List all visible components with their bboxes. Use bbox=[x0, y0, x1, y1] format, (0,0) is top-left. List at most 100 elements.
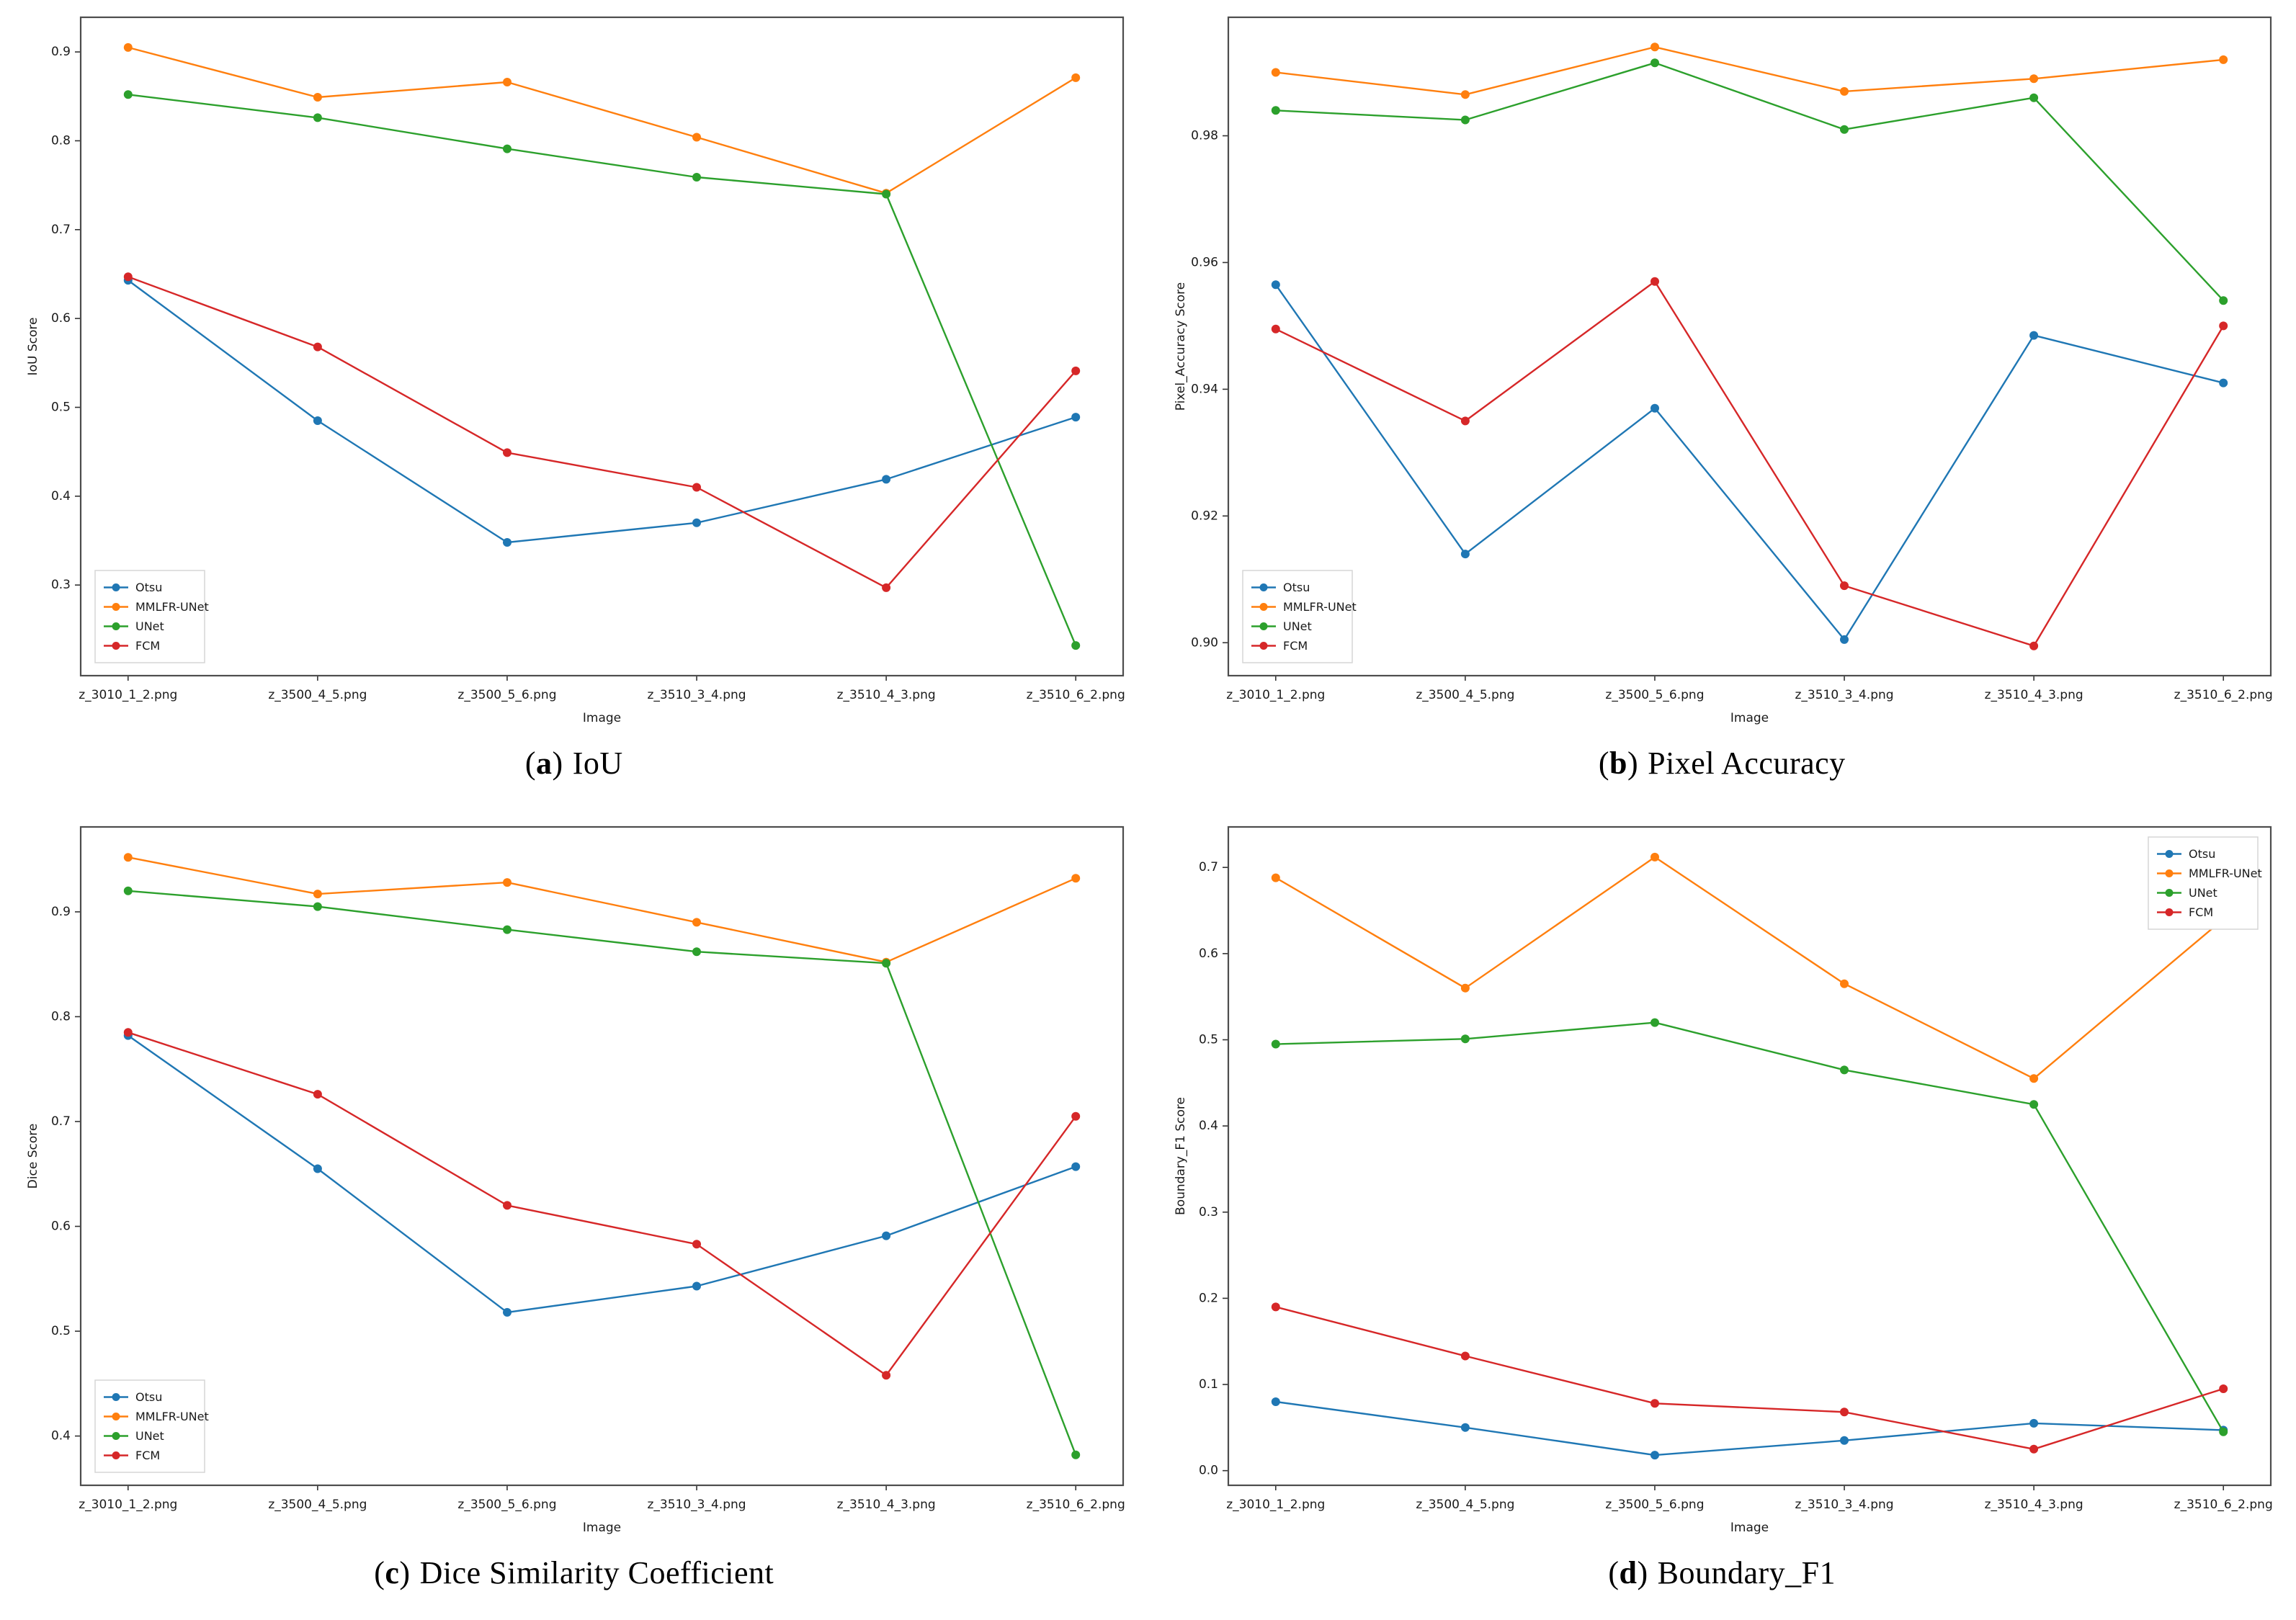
y-tick-label: 0.3 bbox=[51, 578, 71, 592]
x-axis-title: Image bbox=[583, 1521, 621, 1535]
data-point-mmlfr-unet bbox=[2219, 55, 2228, 64]
chart-canvas-iou: 0.3 0.4 0.5 0.6 0.7 0.8 0.9 z_3010_1_2.png z_350… bbox=[12, 6, 1136, 733]
legend-marker-unet bbox=[112, 1432, 120, 1440]
y-axis-title: Pixel_Accuracy Score bbox=[1174, 282, 1188, 411]
chart-svg: 0.0 0.1 0.2 0.3 0.4 0.5 0.6 0.7 z_3010_1_2.png z_… bbox=[1160, 815, 2284, 1543]
data-point-unet bbox=[2029, 1100, 2039, 1109]
legend: Otsu MMLFR-UNet UNet FCM bbox=[94, 1379, 209, 1473]
x-tick-label: z_3010_1_2.png bbox=[1226, 688, 1325, 702]
plot-frame bbox=[79, 16, 1124, 677]
data-point-mmlfr-unet bbox=[1272, 68, 1281, 77]
legend-label-unet: UNet bbox=[2189, 886, 2217, 900]
data-point-unet bbox=[2219, 296, 2228, 305]
legend-label-mmlfr-unet: MMLFR-UNet bbox=[135, 1410, 209, 1423]
x-tick-label: z_3010_1_2.png bbox=[79, 688, 177, 702]
data-point-fcm bbox=[502, 1201, 512, 1210]
legend-marker-unet bbox=[1259, 622, 1268, 630]
y-tick-label: 0.98 bbox=[1191, 129, 1218, 143]
legend-label-unet: UNet bbox=[135, 1429, 164, 1443]
caption-close-paren: ) bbox=[552, 746, 563, 781]
legend-marker-unet bbox=[2165, 889, 2174, 897]
data-point-mmlfr-unet bbox=[1840, 86, 1849, 96]
y-tick-label: 0.9 bbox=[51, 45, 71, 59]
legend-label-otsu: Otsu bbox=[135, 581, 162, 594]
caption-letter: d bbox=[1619, 1555, 1638, 1590]
x-tick-label: z_3510_6_2.png bbox=[2174, 688, 2273, 702]
data-point-otsu bbox=[313, 416, 322, 425]
data-point-unet bbox=[502, 925, 512, 934]
data-point-fcm bbox=[1272, 324, 1281, 334]
y-axis-title: IoU Score bbox=[26, 318, 40, 376]
x-tick-label: z_3510_6_2.png bbox=[2174, 1498, 2273, 1512]
legend-label-fcm: FCM bbox=[135, 1449, 160, 1462]
x-tick-label: z_3500_5_6.png bbox=[1606, 688, 1705, 702]
data-point-mmlfr-unet bbox=[1461, 90, 1470, 99]
y-tick-label: 0.8 bbox=[51, 133, 71, 148]
data-point-unet bbox=[313, 902, 322, 911]
legend-marker-mmlfr-unet bbox=[112, 603, 120, 611]
data-point-otsu bbox=[1071, 1162, 1080, 1171]
series-line-otsu bbox=[1275, 1400, 2224, 1456]
data-point-mmlfr-unet bbox=[1650, 42, 1660, 52]
series-line-fcm bbox=[1275, 1306, 2224, 1450]
data-point-fcm bbox=[2029, 641, 2039, 650]
y-tick-label: 0.6 bbox=[51, 311, 71, 326]
x-tick-label: z_3500_5_6.png bbox=[457, 1498, 556, 1512]
legend-label-mmlfr-unet: MMLFR-UNet bbox=[1283, 600, 1357, 614]
y-tick-label: 0.3 bbox=[1199, 1205, 1218, 1220]
data-point-otsu bbox=[1272, 1397, 1281, 1406]
x-tick-label: z_3510_4_3.png bbox=[836, 1498, 935, 1512]
y-tick-label: 0.8 bbox=[51, 1009, 71, 1024]
series-line-mmlfr-unet bbox=[128, 856, 1076, 963]
series-line-mmlfr-unet bbox=[1275, 856, 2225, 1080]
data-point-otsu bbox=[502, 538, 512, 547]
legend-label-fcm: FCM bbox=[2189, 905, 2213, 919]
series-line-unet bbox=[1276, 1021, 2225, 1433]
series-line-mmlfr-unet bbox=[128, 46, 1076, 194]
x-tick-label: z_3510_3_4.png bbox=[647, 688, 746, 702]
data-point-fcm bbox=[2029, 1444, 2039, 1454]
data-point-fcm bbox=[1461, 416, 1470, 426]
series-line-otsu bbox=[127, 279, 1076, 544]
caption-letter: c bbox=[385, 1555, 400, 1590]
caption-close-paren: ) bbox=[1637, 1555, 1648, 1590]
caption-title: IoU bbox=[572, 746, 623, 781]
x-axis-title: Image bbox=[1730, 711, 1769, 725]
data-point-unet bbox=[1071, 1450, 1080, 1459]
data-point-fcm bbox=[1071, 1111, 1080, 1121]
plot-frame bbox=[1228, 825, 2272, 1487]
chart-panel-b: 0.90 0.92 0.94 0.96 0.98 z_3010_1_2.png z_3500… bbox=[1148, 0, 2296, 810]
data-point-otsu bbox=[1461, 1423, 1470, 1432]
legend-label-unet: UNet bbox=[1283, 619, 1312, 633]
legend-marker-fcm bbox=[112, 642, 120, 650]
data-point-mmlfr-unet bbox=[2029, 1074, 2039, 1083]
series-line-fcm bbox=[128, 1031, 1076, 1377]
legend-marker-fcm bbox=[2165, 908, 2174, 916]
series-line-otsu bbox=[1275, 284, 2224, 641]
data-point-otsu bbox=[881, 475, 890, 484]
data-point-fcm bbox=[2219, 321, 2228, 331]
plot-frame bbox=[79, 825, 1124, 1487]
x-tick-label: z_3510_4_3.png bbox=[1985, 1498, 2083, 1512]
data-point-fcm bbox=[313, 1090, 322, 1099]
y-tick-label: 0.90 bbox=[1191, 635, 1218, 650]
data-point-unet bbox=[1071, 641, 1080, 650]
data-point-mmlfr-unet bbox=[1071, 874, 1080, 883]
data-point-fcm bbox=[123, 272, 133, 282]
x-tick-label: z_3500_5_6.png bbox=[457, 688, 556, 702]
y-tick-label: 0.7 bbox=[51, 223, 71, 237]
legend-label-mmlfr-unet: MMLFR-UNet bbox=[2189, 867, 2262, 880]
data-point-fcm bbox=[881, 1371, 890, 1380]
caption-letter: a bbox=[536, 746, 553, 781]
x-tick-label: z_3510_3_4.png bbox=[1795, 688, 1894, 702]
data-point-otsu bbox=[1840, 1436, 1849, 1445]
data-point-mmlfr-unet bbox=[123, 42, 133, 52]
data-point-unet bbox=[313, 113, 322, 122]
legend: Otsu MMLFR-UNet UNet FCM bbox=[2148, 836, 2262, 930]
chart-panel-c: 0.4 0.5 0.6 0.7 0.8 0.9 z_3010_1_2.png z_3500_4… bbox=[0, 810, 1148, 1620]
x-tick-label: z_3500_5_6.png bbox=[1606, 1498, 1705, 1512]
data-point-unet bbox=[1840, 125, 1849, 134]
chart-svg: 0.4 0.5 0.6 0.7 0.8 0.9 z_3010_1_2.png z_3500_4… bbox=[12, 815, 1136, 1543]
data-point-mmlfr-unet bbox=[1840, 979, 1849, 988]
y-tick-label: 0.2 bbox=[1199, 1291, 1218, 1305]
